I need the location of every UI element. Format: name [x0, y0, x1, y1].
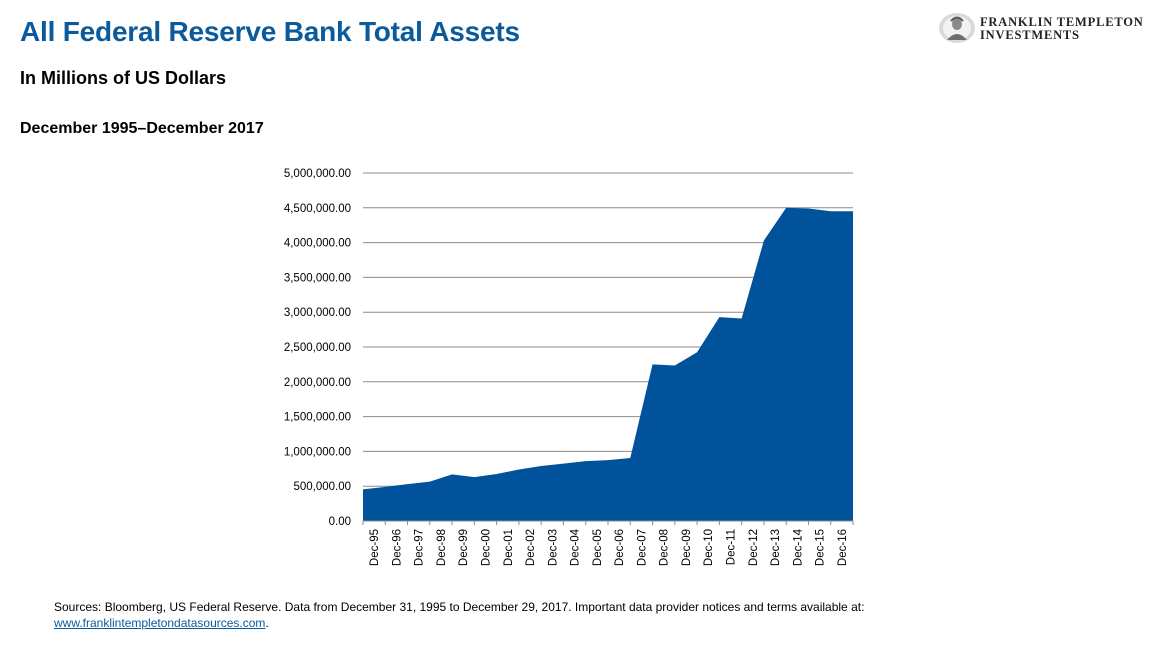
x-tick-label: Dec-98	[436, 529, 448, 566]
area-fill	[363, 207, 853, 522]
x-axis-tick-labels: Dec-95 Dec-96 Dec-97 Dec-98 Dec-99 Dec-00 Dec-…	[369, 528, 849, 566]
x-tick-label: Dec-96	[391, 529, 403, 566]
area-series	[362, 207, 854, 522]
y-tick-label: 1,000,000.00	[284, 446, 351, 458]
x-tick-label: Dec-00	[481, 529, 493, 566]
x-tick-label: Dec-07	[636, 529, 648, 566]
link-suffix: .	[265, 616, 269, 630]
footer-sources: Sources: Bloomberg, US Federal Reserve. …	[54, 599, 1114, 631]
x-axis	[362, 520, 854, 525]
x-tick-label: Dec-04	[570, 528, 582, 566]
logo-line-1: FRANKLIN TEMPLETON	[980, 15, 1144, 29]
y-tick-label: 1,500,000.00	[284, 412, 351, 424]
date-range: December 1995–December 2017	[20, 120, 264, 137]
logo-wordmark: FRANKLIN TEMPLETON INVESTMENTS	[980, 16, 1144, 42]
x-tick-label: Dec-10	[703, 529, 715, 566]
y-tick-label: 5,000,000.00	[284, 168, 351, 180]
x-tick-label: Dec-97	[414, 529, 426, 566]
y-tick-label: 4,000,000.00	[284, 238, 351, 250]
sources-text: Sources: Bloomberg, US Federal Reserve. …	[54, 600, 865, 614]
x-tick-label: Dec-95	[369, 529, 381, 566]
franklin-portrait-icon	[939, 13, 975, 43]
franklin-templeton-logo: FRANKLIN TEMPLETON INVESTMENTS	[938, 12, 1148, 46]
x-tick-label: Dec-13	[770, 529, 782, 566]
x-tick-label: Dec-14	[792, 528, 804, 566]
y-tick-label: 2,500,000.00	[284, 342, 351, 354]
y-tick-label: 2,000,000.00	[284, 377, 351, 389]
x-tick-label: Dec-09	[681, 529, 693, 566]
x-tick-label: Dec-02	[525, 529, 537, 566]
y-tick-label: 3,500,000.00	[284, 272, 351, 284]
y-tick-label: 4,500,000.00	[284, 203, 351, 215]
chart-subtitle: In Millions of US Dollars	[20, 68, 227, 88]
x-tick-label: Dec-03	[547, 529, 559, 566]
y-axis-tick-labels: 5,000,000.00 4,500,000.00 4,000,000.00 3,50…	[284, 168, 351, 528]
x-tick-label: Dec-16	[837, 529, 849, 566]
y-tick-label: 500,000.00	[293, 481, 351, 493]
x-tick-label: Dec-15	[815, 529, 827, 566]
x-tick-label: Dec-11	[726, 529, 738, 565]
x-tick-label: Dec-05	[592, 529, 604, 566]
y-tick-label: 0.00	[329, 516, 351, 528]
x-tick-label: Dec-08	[659, 529, 671, 566]
x-tick-label: Dec-01	[503, 529, 515, 566]
x-tick-label: Dec-06	[614, 529, 626, 566]
chart-title: All Federal Reserve Bank Total Assets	[20, 16, 520, 47]
x-tick-label: Dec-12	[748, 529, 760, 566]
logo-line-2: INVESTMENTS	[980, 28, 1080, 42]
area-chart: 5,000,000.00 4,500,000.00 4,000,000.00 3,50…	[284, 168, 854, 566]
x-tick-label: Dec-99	[458, 529, 470, 566]
data-sources-link[interactable]: www.franklintempletondatasources.com	[54, 616, 266, 630]
y-tick-label: 3,000,000.00	[284, 307, 351, 319]
